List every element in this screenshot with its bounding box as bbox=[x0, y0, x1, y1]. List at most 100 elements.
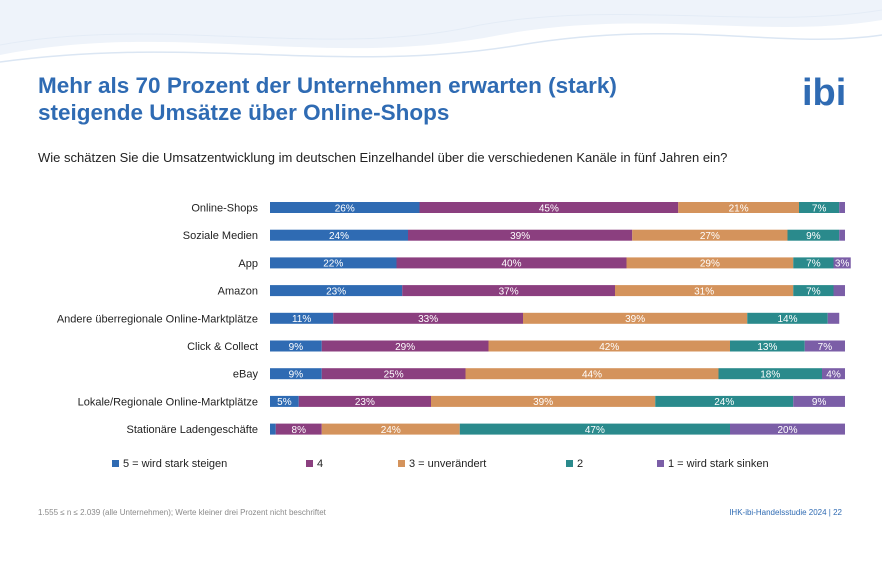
category-label: Stationäre Ladengeschäfte bbox=[127, 424, 259, 436]
data-label: 20% bbox=[777, 425, 797, 436]
legend-label: 3 = unverändert bbox=[409, 458, 486, 470]
bar-segment bbox=[822, 368, 845, 380]
bar-segment bbox=[488, 340, 730, 352]
bar-segment bbox=[793, 285, 834, 297]
legend-swatch bbox=[306, 460, 313, 467]
legend-label: 2 bbox=[577, 458, 583, 470]
bar-segment bbox=[408, 229, 633, 241]
bar-segment bbox=[396, 257, 627, 269]
data-label: 27% bbox=[700, 231, 720, 242]
legend-label: 5 = wird stark steigen bbox=[123, 458, 227, 470]
bar-segment bbox=[747, 312, 828, 324]
data-label: 42% bbox=[599, 342, 619, 353]
bar-segment bbox=[839, 229, 845, 241]
legend-swatch bbox=[112, 460, 119, 467]
legend-label: 1 = wird stark sinken bbox=[668, 458, 769, 470]
data-label: 7% bbox=[806, 286, 821, 297]
category-label: Lokale/Regionale Online-Marktplätze bbox=[78, 396, 258, 408]
legend-swatch bbox=[657, 460, 664, 467]
category-label: Andere überregionale Online-Marktplätze bbox=[57, 313, 258, 325]
bar-segment bbox=[270, 312, 334, 324]
bar-segment bbox=[787, 229, 840, 241]
data-label: 33% bbox=[418, 314, 438, 325]
data-label: 7% bbox=[812, 203, 827, 214]
category-label: Amazon bbox=[218, 286, 258, 298]
data-label: 7% bbox=[806, 259, 821, 270]
bar-segment bbox=[839, 202, 845, 213]
data-label: 3% bbox=[835, 259, 850, 270]
data-label: 13% bbox=[757, 342, 777, 353]
data-label: 39% bbox=[625, 314, 645, 325]
data-label: 21% bbox=[729, 203, 749, 214]
data-label: 14% bbox=[777, 314, 797, 325]
bar-segment bbox=[827, 312, 840, 324]
title-line-2: steigende Umsätze über Online-Shops bbox=[38, 100, 450, 125]
data-label: 40% bbox=[501, 259, 521, 270]
data-label: 24% bbox=[329, 231, 349, 242]
bar-segment bbox=[804, 340, 845, 352]
data-label: 18% bbox=[760, 370, 780, 381]
data-label: 9% bbox=[289, 370, 304, 381]
data-label: 39% bbox=[510, 231, 530, 242]
bar-segment bbox=[459, 423, 730, 435]
category-label: Soziale Medien bbox=[183, 230, 258, 242]
data-label: 25% bbox=[384, 370, 404, 381]
footer-source: IHK-ibi-Handelsstudie 2024 | 22 bbox=[729, 508, 842, 517]
bar-segment bbox=[270, 257, 397, 269]
data-label: 44% bbox=[582, 370, 602, 381]
chart-question: Wie schätzen Sie die Umsatzentwicklung i… bbox=[38, 150, 728, 165]
legend-swatch bbox=[398, 460, 405, 467]
bar-segment bbox=[793, 257, 834, 269]
bar-segment bbox=[615, 285, 794, 297]
data-label: 9% bbox=[289, 342, 304, 353]
data-label: 26% bbox=[335, 203, 355, 214]
footer-note: 1.555 ≤ n ≤ 2.039 (alle Unternehmen); We… bbox=[38, 508, 326, 517]
bar-segment bbox=[270, 395, 299, 407]
bar-segment bbox=[655, 395, 794, 407]
bar-segment bbox=[799, 202, 840, 213]
bar-segment bbox=[270, 368, 322, 380]
bar-segment bbox=[833, 257, 851, 269]
bar-segment bbox=[793, 395, 845, 407]
legend-label: 4 bbox=[317, 458, 323, 470]
data-label: 29% bbox=[700, 259, 720, 270]
bar-segment bbox=[402, 285, 615, 297]
category-label: Online-Shops bbox=[191, 203, 258, 215]
data-label: 9% bbox=[812, 397, 827, 408]
category-label: eBay bbox=[233, 369, 259, 381]
bar-segment bbox=[275, 423, 322, 435]
data-label: 23% bbox=[355, 397, 375, 408]
bar-segment bbox=[833, 285, 845, 297]
legend-swatch bbox=[566, 460, 573, 467]
bar-segment bbox=[419, 202, 679, 213]
data-label: 7% bbox=[818, 342, 833, 353]
bar-segment bbox=[333, 312, 523, 324]
title-line-1: Mehr als 70 Prozent der Unternehmen erwa… bbox=[38, 73, 617, 98]
data-label: 5% bbox=[277, 397, 292, 408]
page-title: Mehr als 70 Prozent der Unternehmen erwa… bbox=[38, 72, 798, 126]
bar-segment bbox=[465, 368, 719, 380]
bar-segment bbox=[298, 395, 431, 407]
bar-segment bbox=[678, 202, 799, 213]
bar-segment bbox=[632, 229, 788, 241]
data-label: 39% bbox=[533, 397, 553, 408]
data-label: 47% bbox=[585, 425, 605, 436]
bar-segment bbox=[270, 285, 403, 297]
bar-segment bbox=[730, 340, 805, 352]
bar-segment bbox=[270, 229, 408, 241]
bar-segment bbox=[523, 312, 748, 324]
data-label: 37% bbox=[499, 286, 519, 297]
data-label: 23% bbox=[326, 286, 346, 297]
bar-segment bbox=[321, 368, 466, 380]
bar-segment bbox=[730, 423, 845, 435]
data-label: 8% bbox=[292, 425, 307, 436]
data-label: 9% bbox=[806, 231, 821, 242]
data-label: 45% bbox=[539, 203, 559, 214]
bar-segment bbox=[270, 423, 276, 435]
bar-segment bbox=[321, 423, 460, 435]
data-label: 11% bbox=[292, 314, 311, 325]
bar-segment bbox=[626, 257, 794, 269]
data-label: 31% bbox=[694, 286, 714, 297]
data-label: 22% bbox=[323, 259, 343, 270]
bar-segment bbox=[321, 340, 489, 352]
